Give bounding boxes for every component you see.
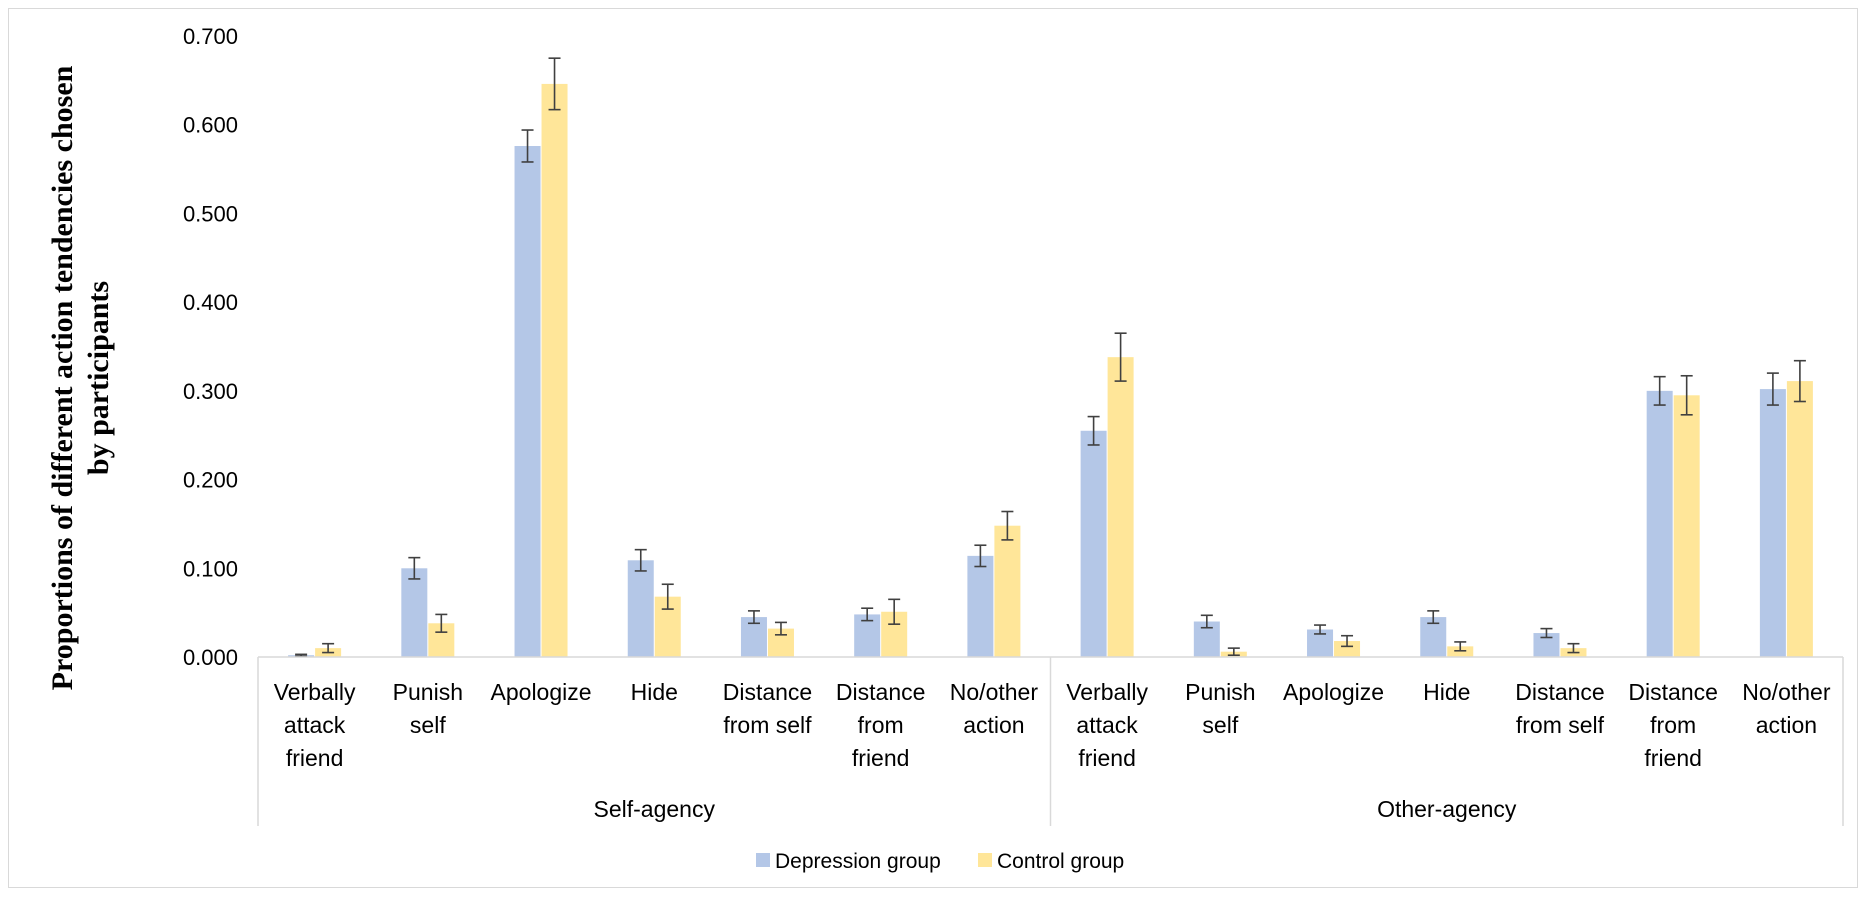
error-bar	[521, 129, 534, 163]
error-bar	[661, 583, 674, 610]
error-bar	[1427, 610, 1440, 625]
y-tick-label: 0.600	[183, 113, 238, 138]
error-bar	[1341, 634, 1354, 648]
error-bar	[774, 621, 787, 636]
category-label: self	[410, 712, 446, 738]
bar-control	[1673, 395, 1700, 657]
legend-item: Control group	[978, 850, 1124, 873]
y-axis-title-line-2: by participants	[82, 281, 115, 475]
category-label: Verbally	[274, 679, 356, 705]
y-axis-title: Proportions of different action tendenci…	[46, 65, 115, 690]
bar-depression	[1533, 633, 1560, 657]
bar-depression	[1759, 389, 1786, 657]
error-bar	[1001, 510, 1014, 541]
legend-label: Control group	[997, 850, 1124, 873]
error-bar	[295, 653, 308, 657]
category-label: friend	[1078, 745, 1136, 771]
error-bars	[295, 57, 1806, 657]
chart-frame	[8, 8, 1858, 888]
error-bar	[861, 607, 874, 622]
category-label: No/other	[1742, 679, 1831, 705]
bars	[288, 83, 1813, 658]
error-bar	[1227, 647, 1240, 657]
error-bar	[1793, 359, 1806, 403]
bar-depression	[401, 568, 428, 657]
category-label: Hide	[1423, 679, 1470, 705]
error-bar	[1680, 374, 1693, 416]
y-axis-title-line-1: Proportions of different action tendenci…	[46, 65, 79, 690]
category-label: Verbally	[1066, 679, 1148, 705]
category-label: self	[1202, 712, 1238, 738]
category-label: Distance	[836, 679, 925, 705]
bar-control	[1107, 357, 1134, 657]
bar-control	[1447, 646, 1474, 657]
y-tick-label: 0.000	[183, 645, 238, 670]
bar-depression	[1080, 430, 1107, 657]
category-label: friend	[1644, 745, 1702, 771]
group-label: Other-agency	[1377, 796, 1517, 822]
category-label: Hide	[631, 679, 678, 705]
error-bar	[634, 548, 647, 572]
legend-swatch	[756, 853, 770, 867]
category-label: from self	[1516, 712, 1605, 738]
y-tick-label: 0.700	[183, 24, 238, 49]
bar-control	[994, 525, 1021, 657]
legend: Depression group Control group	[756, 850, 1124, 873]
category-label: Apologize	[1283, 679, 1384, 705]
error-bar	[548, 57, 561, 111]
group-label: Self-agency	[594, 796, 716, 822]
y-axis-ticks: 0.000 0.100 0.200 0.300 0.400 0.500 0.600 0.700	[183, 24, 238, 670]
error-bar	[1567, 642, 1580, 654]
bar-control	[1334, 641, 1361, 657]
bar-depression	[627, 560, 654, 657]
bar-depression	[514, 146, 541, 657]
error-bar	[1114, 332, 1127, 382]
bar-depression	[967, 555, 994, 657]
category-label: No/other	[950, 679, 1039, 705]
error-bar	[1087, 415, 1100, 446]
x-axis: Verbally attack friend Punish self Apologize H…	[257, 656, 1844, 826]
legend-label: Depression group	[775, 850, 941, 873]
category-label: attack	[1076, 712, 1138, 738]
category-label: action	[1756, 712, 1817, 738]
category-label: Punish	[393, 679, 463, 705]
error-bar	[322, 642, 335, 654]
bar-control	[541, 83, 568, 658]
category-label: Distance	[1628, 679, 1717, 705]
category-label: Distance	[723, 679, 812, 705]
y-tick-label: 0.400	[183, 290, 238, 315]
category-label: from	[1650, 712, 1696, 738]
error-bar	[1653, 375, 1666, 406]
error-bar	[408, 556, 421, 580]
legend-item: Depression group	[756, 850, 941, 873]
category-label: Apologize	[491, 679, 592, 705]
category-label: friend	[852, 745, 910, 771]
bar-depression	[1646, 390, 1673, 657]
error-bar	[974, 544, 987, 568]
error-bar	[888, 598, 901, 625]
legend-swatch	[978, 853, 992, 867]
error-bar	[1454, 641, 1467, 652]
error-bar	[435, 613, 448, 633]
y-tick-label: 0.500	[183, 201, 238, 226]
y-tick-label: 0.200	[183, 468, 238, 493]
category-label: from	[858, 712, 904, 738]
error-bar	[1766, 372, 1779, 406]
error-bar	[1540, 627, 1553, 639]
bar-depression	[854, 614, 881, 657]
category-label: from self	[723, 712, 812, 738]
category-label: action	[963, 712, 1024, 738]
category-label: Distance	[1515, 679, 1604, 705]
error-bar	[1200, 614, 1213, 629]
category-label: Punish	[1185, 679, 1255, 705]
y-tick-label: 0.300	[183, 379, 238, 404]
category-label: attack	[284, 712, 346, 738]
bar-control	[1786, 381, 1813, 657]
error-bar	[747, 610, 760, 625]
error-bar	[1314, 624, 1327, 635]
y-tick-label: 0.100	[183, 556, 238, 581]
category-label: friend	[286, 745, 344, 771]
